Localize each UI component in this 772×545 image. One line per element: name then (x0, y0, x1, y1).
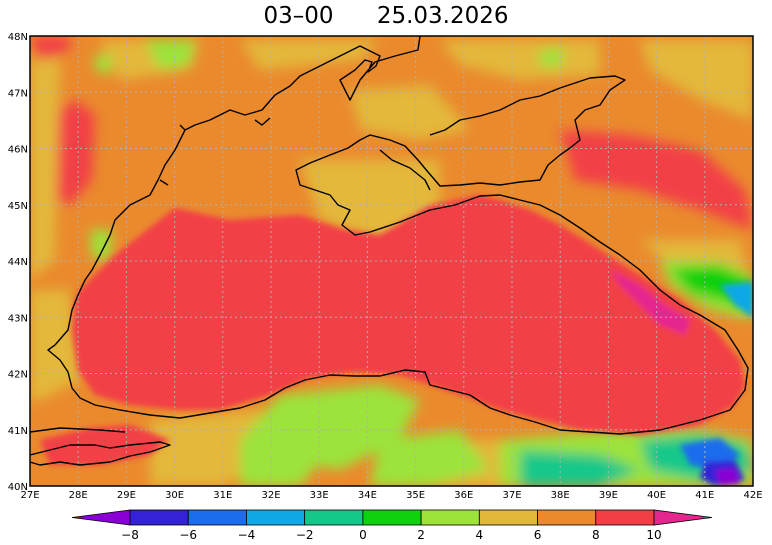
colorbar-tick-label: 4 (476, 528, 484, 542)
latitude-labels: 48N 47N 46N 45N 44N 43N 42N 41N 40N (8, 32, 28, 493)
lat-label: 47N (8, 88, 28, 99)
colorbar-arrow-low (71, 509, 131, 526)
lon-label: 29E (117, 490, 136, 501)
colorbar-tick-label: −6 (179, 528, 197, 542)
lat-label: 48N (8, 32, 28, 43)
lon-label: 36E (454, 490, 473, 501)
lat-label: 44N (8, 257, 28, 268)
longitude-labels: 27E 28E 29E 30E 31E 32E 33E 34E 35E 36E 37E 38E 39E 4… (20, 490, 762, 501)
colorbar-arrow-high (653, 509, 713, 526)
lat-label: 40N (8, 482, 28, 493)
colorbar-segment (362, 509, 422, 526)
colorbar-tick-label: 6 (534, 528, 542, 542)
lon-label: 33E (310, 490, 329, 501)
lon-label: 40E (647, 490, 666, 501)
temperature-field (30, 36, 753, 486)
colorbar-tick-label: −4 (238, 528, 256, 542)
lat-label: 41N (8, 426, 28, 437)
lon-label: 30E (165, 490, 184, 501)
map-title: 03–00 25.03.2026 (0, 0, 772, 32)
colorbar-segment (129, 509, 189, 526)
lon-label: 38E (551, 490, 570, 501)
lat-label: 45N (8, 201, 28, 212)
lon-label: 32E (261, 490, 280, 501)
lat-label: 46N (8, 145, 28, 156)
lon-label: 28E (69, 490, 88, 501)
plot-frame (29, 35, 754, 487)
colorbar: −8 −6 −4 −2 0 2 4 6 8 10 (71, 509, 713, 542)
lat-label: 42N (8, 370, 28, 381)
lon-label: 27E (20, 490, 39, 501)
lon-label: 34E (358, 490, 377, 501)
colorbar-segment (478, 509, 538, 526)
colorbar-segment (420, 509, 480, 526)
colorbar-tick-label: 0 (359, 528, 367, 542)
lat-label: 43N (8, 313, 28, 324)
coastline (30, 36, 749, 466)
colorbar-tick-label: 10 (646, 528, 661, 542)
colorbar-segment (595, 509, 655, 526)
lon-label: 37E (502, 490, 521, 501)
colorbar-tick-label: −2 (296, 528, 314, 542)
colorbar-segment (246, 509, 306, 526)
lon-label: 35E (406, 490, 425, 501)
colorbar-segment (304, 509, 364, 526)
colorbar-segment (187, 509, 247, 526)
colorbar-tick-label: 8 (592, 528, 600, 542)
colorbar-segment (537, 509, 597, 526)
lon-label: 42E (743, 490, 762, 501)
colorbar-tick-label: −8 (121, 528, 139, 542)
lon-label: 39E (599, 490, 618, 501)
lon-label: 31E (213, 490, 232, 501)
forecast-time: 03–00 (263, 3, 334, 29)
colorbar-tick-label: 2 (417, 528, 425, 542)
forecast-date: 25.03.2026 (376, 3, 509, 29)
lon-label: 41E (695, 490, 714, 501)
